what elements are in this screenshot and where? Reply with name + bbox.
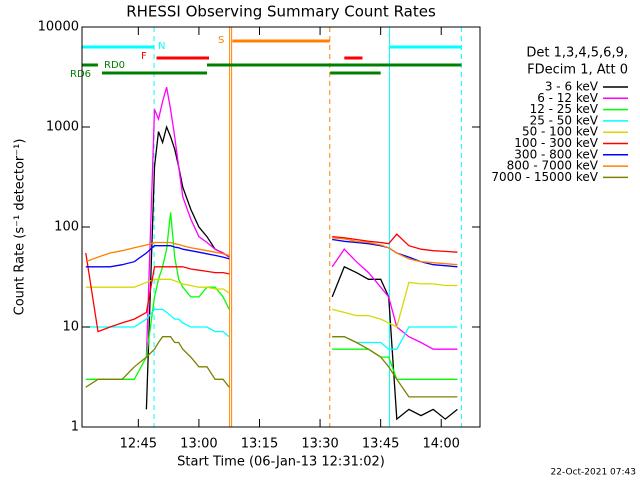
series-line <box>145 124 458 421</box>
series-line <box>85 238 458 268</box>
series-line <box>85 278 458 328</box>
legend-label: 3 - 6 keV <box>545 80 599 94</box>
legend-header: FDecim 1, Att 0 <box>527 63 628 78</box>
legend-label: 100 - 300 keV <box>514 136 598 150</box>
legend-header: Det 1,3,4,5,6,9, <box>526 46 628 61</box>
legend-label: 25 - 50 keV <box>530 113 599 127</box>
legend-label: 7000 - 15000 keV <box>491 170 598 184</box>
y-tick-label: 10000 <box>38 20 79 35</box>
x-tick-label: 13:30 <box>301 437 338 452</box>
flag-label: RD6 <box>70 69 91 80</box>
y-tick-label: 10 <box>62 320 79 335</box>
chart-title: RHESSI Observing Summary Count Rates <box>126 3 436 21</box>
flag-label: F <box>141 51 147 62</box>
legend-label: 300 - 800 keV <box>514 147 598 161</box>
x-tick-label: 13:15 <box>241 437 278 452</box>
series-line <box>145 87 458 358</box>
y-axis-label: Count Rate (s⁻¹ detector⁻¹) <box>13 139 28 316</box>
legend-label: 800 - 7000 keV <box>507 159 599 173</box>
x-tick-label: 13:45 <box>362 437 399 452</box>
series-line <box>85 237 458 266</box>
flag-label: RD0 <box>104 60 125 71</box>
x-tick-label: 12:45 <box>120 437 157 452</box>
series-line <box>85 336 458 398</box>
series-line <box>85 212 458 380</box>
y-tick-label: 1000 <box>46 120 79 135</box>
y-tick-label: 1 <box>71 420 79 435</box>
legend-label: 12 - 25 keV <box>530 102 599 116</box>
x-tick-label: 14:00 <box>422 437 459 452</box>
flag-label: N <box>158 41 165 52</box>
legend-label: 6 - 12 keV <box>537 91 599 105</box>
footer: 22-Oct-2021 07:43 <box>551 468 636 478</box>
series-line <box>85 233 458 333</box>
x-tick-label: 13:00 <box>180 437 217 452</box>
y-tick-label: 100 <box>54 220 79 235</box>
legend-label: 50 - 100 keV <box>522 125 599 139</box>
flag-label: S <box>218 35 224 46</box>
x-axis-label: Start Time (06-Jan-13 12:31:02) <box>177 455 385 470</box>
